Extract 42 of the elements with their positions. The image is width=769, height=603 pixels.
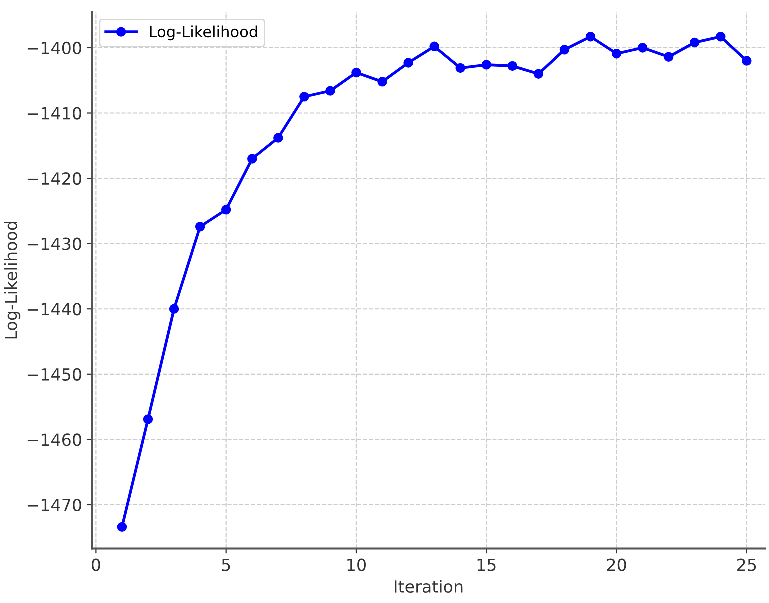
point [195,222,206,232]
point [378,77,388,87]
point [300,92,310,102]
point [508,61,518,72]
y-axis-title: Log-Likelihood [4,222,21,339]
y-tick-label: −1450 [28,368,82,381]
y-tick-label: −1410 [28,107,82,120]
legend-label: Log-Likelihood [150,26,258,41]
point [404,58,414,68]
x-tick-label: 20 [607,558,626,572]
x-tick-label: 0 [92,558,100,572]
point [612,48,622,59]
point [248,154,258,164]
point [117,522,128,532]
point [638,43,648,53]
point [143,414,154,424]
point [716,32,726,42]
point [430,42,440,52]
point [534,69,544,79]
point [326,86,336,96]
point [586,32,596,42]
point [560,45,570,55]
y-tick-label: −1400 [28,42,82,55]
point [169,304,180,314]
x-tick-label: 15 [478,558,496,572]
point [742,56,752,66]
point [664,52,674,62]
y-tick-label: −1430 [28,238,82,250]
y-tick-label: −1440 [28,303,82,316]
x-tick-label: 25 [738,558,756,572]
point [221,205,232,215]
point [482,60,492,70]
point [690,38,700,48]
y-tick-label: −1470 [28,498,82,512]
x-tick-label: 5 [222,558,230,572]
point [274,133,284,143]
point [456,63,466,74]
x-axis-title: Iteration [395,580,463,594]
point [352,68,362,78]
y-tick-label: −1460 [28,434,82,446]
y-tick-label: −1420 [28,172,82,186]
x-tick-label: 10 [348,558,366,572]
